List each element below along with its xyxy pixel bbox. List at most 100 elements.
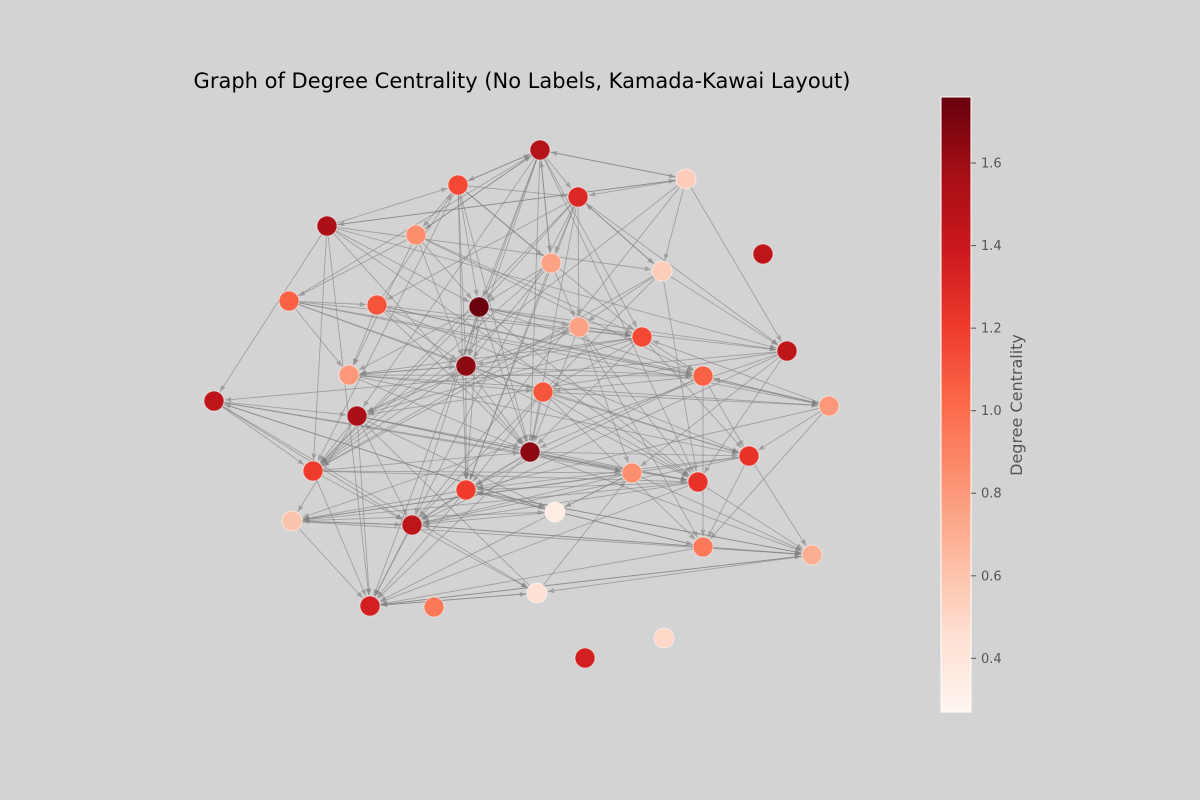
colorbar-tick-label: 0.4 xyxy=(981,652,1002,667)
graph-edge xyxy=(376,497,460,598)
graph-node xyxy=(405,224,427,246)
graph-edge xyxy=(294,308,343,367)
graph-edge xyxy=(419,244,463,356)
graph-node xyxy=(455,479,477,501)
graph-edge xyxy=(335,230,470,303)
graph-node xyxy=(544,501,566,523)
graph-edge xyxy=(380,548,694,606)
graph-edge xyxy=(301,510,545,522)
graph-edge xyxy=(459,194,479,297)
graph-edge xyxy=(542,481,626,586)
graph-edge xyxy=(552,392,819,408)
graph-edge xyxy=(583,335,698,538)
graph-edge xyxy=(576,206,582,317)
graph-edge xyxy=(336,226,652,272)
graph-edge xyxy=(652,340,820,403)
graph-node xyxy=(818,395,840,417)
graph-edge xyxy=(420,529,528,589)
graph-edge xyxy=(420,495,458,520)
graph-edge xyxy=(322,275,654,466)
graph-edge xyxy=(753,464,807,546)
graph-edge xyxy=(362,157,535,408)
graph-edge xyxy=(422,523,694,547)
graph-node xyxy=(651,260,673,282)
graph-node xyxy=(540,252,562,274)
graph-node xyxy=(631,326,653,348)
graph-edge xyxy=(476,490,803,554)
graph-edge xyxy=(539,379,695,448)
graph-edge xyxy=(476,481,689,492)
graph-node xyxy=(567,186,589,208)
graph-edge xyxy=(422,457,740,524)
graph-edge xyxy=(422,242,473,300)
graph-edge xyxy=(758,410,821,451)
graph-edge xyxy=(377,458,524,599)
graph-node xyxy=(687,471,709,493)
graph-node xyxy=(366,294,388,316)
graph-edge xyxy=(469,272,548,480)
graph-node xyxy=(776,340,798,362)
graph-edge xyxy=(321,475,403,521)
graph-edge xyxy=(486,204,572,300)
graph-edge xyxy=(587,276,654,322)
graph-edge xyxy=(374,533,408,597)
graph-edge xyxy=(640,356,780,467)
graph-edge xyxy=(539,453,622,472)
graph-edge xyxy=(551,396,689,477)
graph-node xyxy=(621,462,643,484)
graph-edge xyxy=(476,456,740,491)
graph-edge xyxy=(457,194,468,356)
graph-edge xyxy=(585,202,779,345)
graph-edge xyxy=(336,187,448,224)
graph-node xyxy=(675,168,697,190)
graph-edge xyxy=(588,327,777,352)
graph-edge xyxy=(224,403,546,510)
graph-node xyxy=(752,243,774,265)
graph-edge xyxy=(588,180,677,197)
graph-edge xyxy=(713,377,820,405)
graph-node xyxy=(468,296,490,318)
graph-edge xyxy=(424,239,694,372)
graph-edge xyxy=(706,487,803,550)
graph-edge xyxy=(585,203,655,265)
graph-edge xyxy=(358,311,471,371)
graph-edge xyxy=(475,330,569,364)
graph-edge xyxy=(539,451,739,459)
graph-edge xyxy=(224,351,778,403)
graph-edge xyxy=(358,373,693,379)
graph-edge xyxy=(311,235,327,461)
graph-edge xyxy=(373,159,537,596)
graph-edge xyxy=(424,238,633,333)
graph-edge xyxy=(670,276,778,346)
graph-node xyxy=(653,627,675,649)
graph-edge xyxy=(467,185,568,198)
edge-layer xyxy=(219,150,823,608)
graph-edge xyxy=(539,455,802,552)
graph-edge xyxy=(298,528,363,599)
graph-edge xyxy=(302,491,457,521)
graph-edge xyxy=(464,316,479,480)
colorbar-tick-label: 1.4 xyxy=(981,239,1002,254)
graph-edge xyxy=(554,271,576,318)
graph-edge xyxy=(488,267,543,302)
graph-edge xyxy=(380,485,689,603)
graph-edge xyxy=(320,313,473,464)
graph-edge xyxy=(316,480,367,597)
graph-edge xyxy=(336,178,676,226)
graph-edge xyxy=(690,187,782,342)
graph-node xyxy=(423,596,445,618)
graph-edge xyxy=(366,417,520,451)
graph-edge xyxy=(707,464,745,538)
graph-node xyxy=(316,215,338,237)
graph-edge xyxy=(223,401,347,417)
graph-edge xyxy=(709,413,823,540)
graph-edge xyxy=(386,306,819,405)
graph-edge xyxy=(544,158,638,328)
graph-edge xyxy=(528,159,541,442)
graph-edge xyxy=(457,194,469,480)
graph-edge xyxy=(367,352,778,416)
graph-edge xyxy=(219,234,322,393)
graph-edge xyxy=(358,376,739,456)
graph-edge xyxy=(422,512,546,526)
